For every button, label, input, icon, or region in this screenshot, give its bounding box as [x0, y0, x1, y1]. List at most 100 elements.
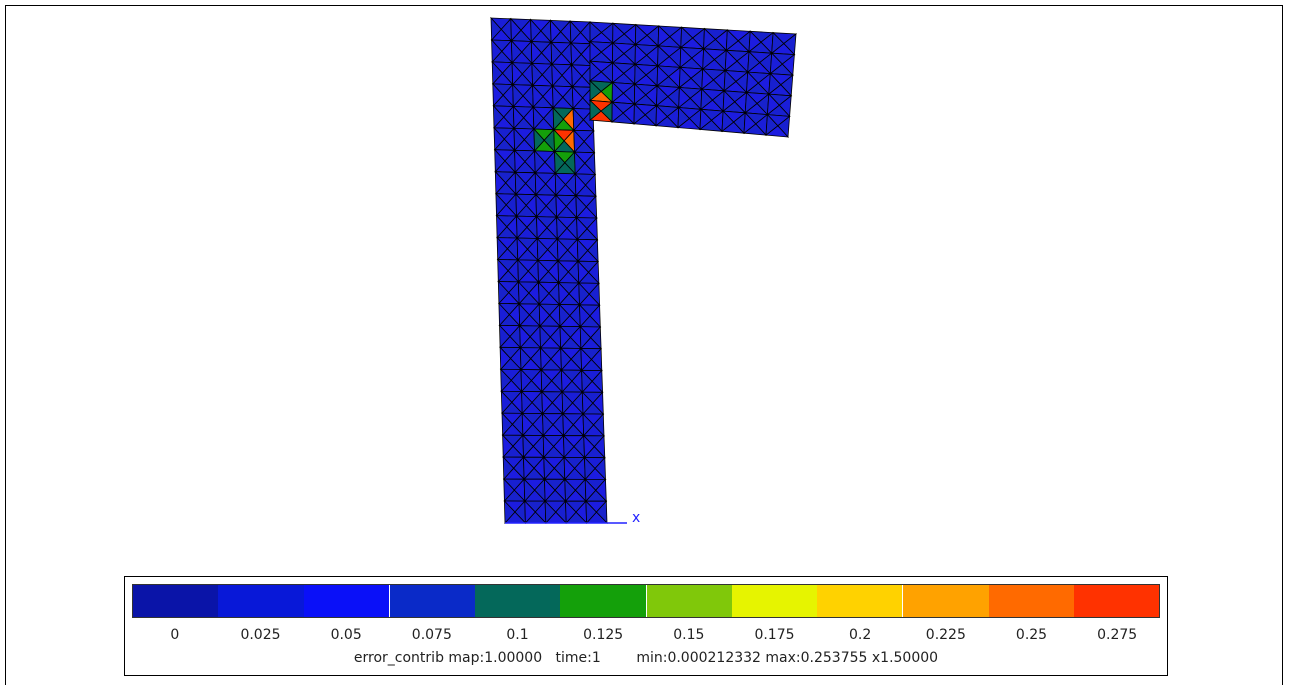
mesh-element: [532, 84, 544, 109]
mesh-element: [657, 25, 671, 47]
colorbar-tick-label: 0.075: [411, 627, 452, 643]
mesh-element: [490, 16, 502, 42]
mesh-element: [678, 86, 691, 109]
mesh-element: [563, 456, 576, 481]
mesh-element: [657, 44, 670, 67]
mesh-element: [769, 52, 783, 75]
colorbar-swatch: [731, 585, 817, 617]
colorbar-swatch: [303, 585, 389, 617]
mesh-element: [522, 434, 534, 459]
mesh-element: [702, 47, 715, 70]
mesh-element: [512, 83, 524, 108]
mesh-element: [552, 84, 564, 109]
mesh-element: [678, 66, 692, 89]
mesh-element: [677, 106, 690, 129]
mesh-element: [503, 478, 515, 503]
mesh-element: [699, 108, 713, 131]
mesh-element: [498, 302, 510, 327]
colorbar-legend: 0 0.025 0.05 0.075 0.1 0.125 0.15 0.175 0.2 0.225…: [124, 576, 1168, 676]
mesh-element: [579, 325, 592, 350]
mesh-element: [521, 412, 534, 437]
mesh-element: [570, 41, 582, 66]
mesh-element: [539, 324, 551, 349]
mesh-element: [496, 214, 508, 239]
mesh-element: [633, 83, 647, 105]
mesh-element: [503, 499, 516, 525]
mesh-element: [517, 280, 530, 305]
mesh-element: [634, 63, 647, 85]
mesh-element: [517, 258, 529, 283]
colorbar-tick-label: 0.275: [1097, 627, 1138, 643]
mesh-element: [521, 390, 533, 415]
mesh-element: [533, 127, 545, 152]
mesh-element: [562, 412, 574, 437]
mesh-element: [495, 192, 507, 217]
mesh-element: [523, 456, 535, 481]
mesh-element: [574, 172, 587, 197]
mesh-element: [516, 236, 529, 261]
mesh-element: [611, 81, 625, 104]
mesh-element: [531, 62, 543, 87]
mesh-element: [589, 40, 602, 63]
mesh-element: [612, 42, 625, 64]
mesh-element: [565, 500, 577, 525]
mesh-element: [576, 216, 588, 241]
mesh-element: [559, 325, 571, 350]
mesh-element: [569, 20, 582, 44]
mesh-element: [500, 368, 512, 393]
mesh-element: [535, 193, 547, 218]
colorbar-tick-label: 0.125: [583, 627, 624, 643]
mesh-element: [542, 434, 555, 459]
mesh-element: [703, 27, 717, 50]
mesh-element: [680, 26, 694, 49]
mesh-element: [746, 71, 759, 94]
colorbar-tick-label: 0.15: [673, 627, 705, 643]
mesh-element: [558, 303, 571, 328]
mesh-element: [554, 150, 566, 175]
colorbar-tick-label: 0.025: [240, 627, 281, 643]
mesh-element: [543, 456, 555, 481]
mesh-element: [611, 101, 624, 123]
mesh-element: [519, 346, 532, 371]
mesh-element: [558, 281, 570, 306]
mesh-element: [523, 478, 536, 503]
mesh-plot: [490, 16, 798, 525]
mesh-element: [579, 303, 591, 328]
mesh-element: [581, 369, 593, 394]
mesh-element: [577, 260, 590, 284]
mesh-element: [582, 412, 595, 437]
mesh-element: [700, 88, 714, 111]
mesh-element: [515, 193, 527, 218]
mesh-element: [633, 103, 646, 125]
mesh-element: [550, 41, 562, 66]
mesh-element: [553, 128, 565, 153]
mesh-element: [563, 434, 575, 459]
mesh-element: [634, 23, 648, 46]
mesh-element: [656, 84, 669, 107]
mesh-element: [519, 324, 531, 349]
mesh-element: [530, 18, 542, 43]
colorbar: [132, 584, 1160, 618]
mesh-element: [612, 22, 625, 44]
mesh-element: [536, 215, 548, 240]
mesh-element: [496, 236, 508, 261]
colorbar-swatch: [817, 585, 903, 617]
colorbar-caption: error_contrib map:1.00000 time:1 min:0.0…: [353, 650, 939, 666]
colorbar-swatch: [388, 585, 475, 617]
mesh-element: [538, 303, 551, 328]
colorbar-tick-label: 0.05: [330, 627, 362, 643]
mesh-element: [520, 368, 532, 393]
mesh-element: [536, 237, 549, 262]
mesh-element: [771, 31, 785, 55]
mesh-element: [748, 30, 762, 53]
mesh-element: [556, 237, 569, 262]
mesh-element: [574, 151, 586, 175]
mesh-element: [723, 69, 737, 92]
mesh-element: [499, 346, 512, 371]
mesh-element: [524, 500, 536, 525]
mesh-element: [491, 38, 503, 63]
mesh-element: [611, 61, 625, 84]
colorbar-tick-label: 0.25: [1015, 627, 1048, 643]
mesh-element: [492, 82, 504, 107]
